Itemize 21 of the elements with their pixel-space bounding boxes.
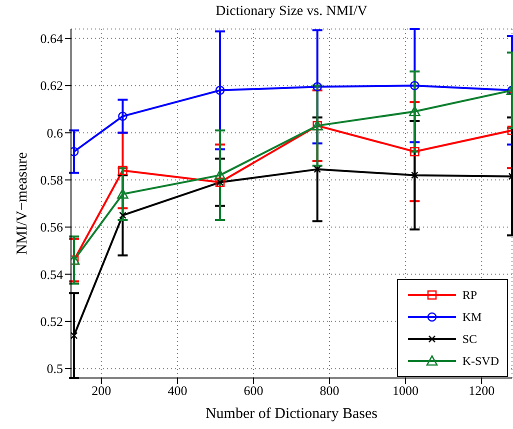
y-tick-label: 0.62 (40, 78, 63, 94)
y-tick-label: 0.52 (40, 314, 63, 330)
x-tick-label: 200 (92, 383, 112, 398)
x-tick-label: 1000 (392, 383, 419, 398)
x-tick-label: 800 (320, 383, 340, 398)
legend-label: RP (462, 287, 478, 304)
x-tick-label: 600 (244, 383, 264, 398)
legend-label: SC (462, 331, 478, 348)
x-tick-label: 1200 (468, 383, 495, 398)
chart-title: Dictionary Size vs. NMI/V (214, 4, 368, 20)
x-axis-title: Number of Dictionary Bases (205, 406, 378, 422)
y-tick-label: 0.5 (46, 361, 63, 376)
y-tick-label: 0.54 (40, 266, 64, 282)
x-tick-label: 400 (168, 383, 188, 398)
legend-label: K-SVD (462, 353, 499, 370)
y-axis-title: NMI/V−measure (14, 152, 30, 255)
y-tick-label: 0.56 (40, 220, 64, 235)
legend-label: KM (462, 309, 482, 326)
y-tick-label: 0.58 (40, 172, 63, 188)
y-tick-label: 0.6 (46, 125, 64, 140)
y-tick-label: 0.64 (40, 31, 64, 46)
